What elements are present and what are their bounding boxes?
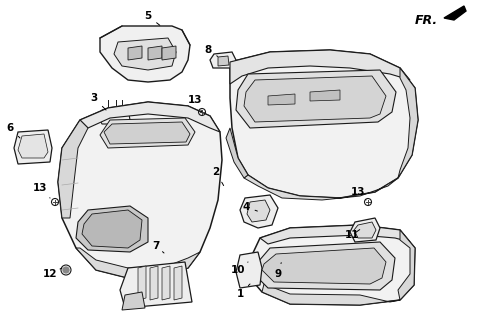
Text: 6: 6 xyxy=(6,123,20,138)
Polygon shape xyxy=(18,134,48,158)
Text: 5: 5 xyxy=(144,11,160,25)
Polygon shape xyxy=(148,46,162,60)
Polygon shape xyxy=(262,248,386,284)
Polygon shape xyxy=(138,266,146,300)
Polygon shape xyxy=(100,26,190,82)
Polygon shape xyxy=(218,56,229,66)
Text: 3: 3 xyxy=(90,93,106,110)
Polygon shape xyxy=(174,266,182,300)
Circle shape xyxy=(63,267,69,273)
Polygon shape xyxy=(350,218,380,242)
Polygon shape xyxy=(76,206,148,252)
Polygon shape xyxy=(100,108,130,124)
Polygon shape xyxy=(444,6,466,20)
Polygon shape xyxy=(398,230,415,300)
Text: 10: 10 xyxy=(231,262,248,275)
Polygon shape xyxy=(210,52,236,68)
Polygon shape xyxy=(80,102,220,132)
Polygon shape xyxy=(250,225,415,305)
Text: 13: 13 xyxy=(351,187,366,200)
Polygon shape xyxy=(354,222,376,238)
Text: 1: 1 xyxy=(237,284,250,299)
Polygon shape xyxy=(268,94,295,105)
Polygon shape xyxy=(82,210,142,248)
Polygon shape xyxy=(100,118,195,148)
Polygon shape xyxy=(122,292,145,310)
Polygon shape xyxy=(236,252,262,288)
Polygon shape xyxy=(14,130,52,164)
Polygon shape xyxy=(230,50,418,198)
Polygon shape xyxy=(104,122,190,144)
Text: 13: 13 xyxy=(188,95,202,112)
Polygon shape xyxy=(310,90,340,101)
Polygon shape xyxy=(150,266,158,300)
Polygon shape xyxy=(230,50,410,84)
Polygon shape xyxy=(244,76,386,122)
Text: 4: 4 xyxy=(243,202,257,212)
Polygon shape xyxy=(236,70,396,128)
Polygon shape xyxy=(58,120,88,218)
Polygon shape xyxy=(76,248,200,278)
Polygon shape xyxy=(58,102,222,278)
Text: 8: 8 xyxy=(205,45,218,56)
Polygon shape xyxy=(226,128,248,178)
Text: 13: 13 xyxy=(33,183,50,198)
Text: 9: 9 xyxy=(274,263,281,279)
Polygon shape xyxy=(398,68,418,178)
Text: 12: 12 xyxy=(43,268,62,279)
Polygon shape xyxy=(260,225,410,244)
Polygon shape xyxy=(244,175,398,200)
Polygon shape xyxy=(120,262,192,308)
Text: 2: 2 xyxy=(213,167,224,186)
Polygon shape xyxy=(162,46,176,60)
Polygon shape xyxy=(128,46,142,60)
Text: 7: 7 xyxy=(152,241,164,253)
Polygon shape xyxy=(255,242,395,290)
Polygon shape xyxy=(162,266,170,300)
Polygon shape xyxy=(240,195,278,228)
Text: 11: 11 xyxy=(345,229,360,240)
Polygon shape xyxy=(247,200,270,222)
Polygon shape xyxy=(114,38,176,70)
Polygon shape xyxy=(262,284,400,305)
Text: FR.: FR. xyxy=(415,13,438,27)
